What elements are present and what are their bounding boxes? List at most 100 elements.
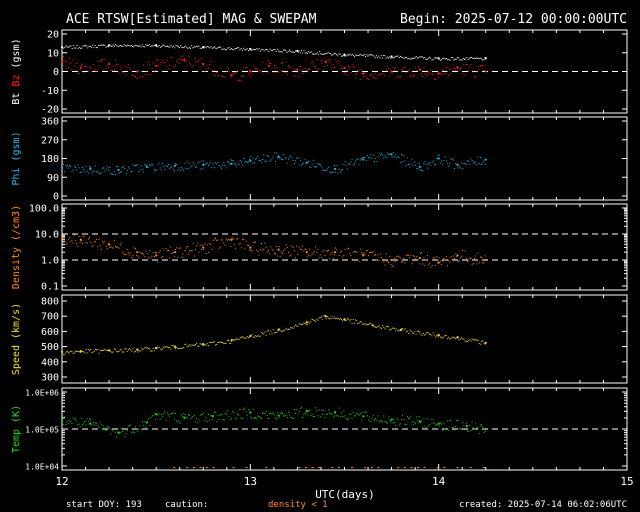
scatter-dot-speed — [177, 347, 179, 349]
scatter-dot-bt — [140, 46, 142, 48]
caution-mark — [212, 467, 215, 468]
scatter-dot-temp — [340, 412, 342, 414]
scatter-dot-temp — [171, 413, 173, 415]
scatter-dot-bz — [444, 72, 446, 74]
scatter-dot-phi — [481, 164, 483, 166]
scatter-dot-temp — [425, 427, 427, 429]
scatter-dot-bz — [127, 64, 129, 66]
scatter-dot-temp — [144, 421, 146, 423]
scatter-dot-speed — [202, 342, 204, 344]
scatter-dot-bt — [226, 49, 228, 51]
scatter-dot-speed — [357, 322, 359, 324]
scatter-dot-bt — [310, 51, 312, 53]
scatter-dot-phi — [97, 170, 99, 172]
scatter-dot-density — [103, 242, 105, 244]
scatter-dot-density — [267, 250, 269, 252]
caution-mark — [482, 467, 485, 468]
scatter-dot-bz — [237, 80, 239, 82]
scatter-dot-phi — [382, 154, 384, 156]
scatter-dot-speed — [255, 335, 257, 337]
scatter-dot-bz — [428, 71, 430, 73]
scatter-dot-temp — [445, 427, 447, 429]
scatter-dot-density — [216, 239, 218, 241]
scatter-dot-density — [368, 255, 370, 257]
scatter-dot-density — [217, 239, 219, 241]
scatter-dot-density — [159, 250, 161, 252]
scatter-dot-temp — [325, 413, 327, 415]
scatter-dot-phi — [466, 160, 468, 162]
scatter-dot-density — [463, 260, 465, 262]
scatter-dot-density — [85, 241, 87, 243]
scatter-dot-phi — [252, 157, 254, 159]
scatter-dot-phi — [110, 172, 112, 174]
scatter-dot-density — [450, 256, 452, 258]
scatter-dot-bt — [168, 46, 170, 48]
scatter-dot-temp — [309, 409, 311, 411]
scatter-dot-bz — [338, 60, 340, 62]
scatter-dot-bt — [84, 45, 86, 47]
scatter-dot-bt — [194, 46, 196, 48]
scatter-dot-bz — [342, 67, 344, 69]
scatter-dot-bz — [269, 62, 271, 64]
scatter-dot-phi — [142, 168, 144, 170]
scatter-dot-phi — [330, 172, 332, 174]
scatter-dot-phi — [404, 160, 406, 162]
scatter-dot-bt — [274, 49, 276, 51]
scatter-dot-speed — [431, 335, 433, 337]
scatter-dot-bt — [345, 55, 347, 57]
scatter-dot-density — [371, 251, 373, 253]
scatter-dot-phi — [457, 167, 459, 169]
scatter-dot-phi — [184, 162, 186, 164]
scatter-dot-bt — [479, 57, 481, 59]
scatter-dot-phi — [255, 158, 257, 160]
scatter-dot-bz — [136, 77, 138, 79]
scatter-dot-phi — [435, 163, 437, 165]
scatter-dot-speed — [278, 328, 280, 330]
scatter-dot-density — [478, 262, 480, 264]
scatter-dot-bt — [435, 57, 437, 59]
scatter-dot-bt — [156, 46, 158, 48]
scatter-dot-bt — [299, 52, 301, 54]
scatter-dot-bz — [333, 66, 335, 68]
scatter-dot-bt — [375, 55, 377, 57]
scatter-dot-speed — [482, 340, 484, 342]
scatter-dot-phi — [380, 152, 382, 154]
scatter-dot-bz — [252, 65, 254, 67]
scatter-dot-speed — [173, 346, 175, 348]
scatter-dot-temp — [333, 415, 335, 417]
scatter-dot-phi — [283, 154, 285, 156]
scatter-dot-phi — [79, 171, 81, 173]
scatter-dot-phi — [472, 161, 474, 163]
scatter-dot-temp — [129, 425, 131, 427]
y-tick-label: 10 — [47, 48, 59, 59]
scatter-dot-bt — [109, 44, 111, 46]
scatter-dot-density — [333, 254, 335, 256]
scatter-dot-temp — [350, 413, 352, 415]
scatter-dot-temp — [226, 413, 228, 415]
scatter-dot-density — [104, 240, 106, 242]
scatter-dot-bz — [185, 60, 187, 62]
scatter-dot-bt — [308, 51, 310, 53]
scatter-dot-phi — [177, 169, 179, 171]
scatter-dot-temp — [351, 417, 353, 419]
scatter-dot-temp — [278, 417, 280, 419]
scatter-dot-density — [323, 249, 325, 251]
scatter-dot-temp — [304, 412, 306, 414]
scatter-dot-density — [132, 255, 134, 257]
scatter-dot-speed — [377, 325, 379, 327]
scatter-dot-bz — [446, 70, 448, 72]
scatter-dot-bt — [315, 53, 317, 55]
scatter-dot-bt — [136, 45, 138, 47]
scatter-dot-bt — [269, 48, 271, 50]
scatter-dot-temp — [439, 422, 441, 424]
scatter-dot-temp — [145, 426, 147, 428]
scatter-dot-speed — [166, 346, 168, 348]
scatter-dot-bz — [371, 74, 373, 76]
scatter-dot-density — [424, 265, 426, 267]
scatter-dot-bt — [425, 59, 427, 61]
scatter-dot-phi — [377, 156, 379, 158]
scatter-dot-bz — [235, 72, 237, 74]
scatter-dot-temp — [437, 428, 439, 430]
scatter-dot-bt — [151, 45, 153, 47]
